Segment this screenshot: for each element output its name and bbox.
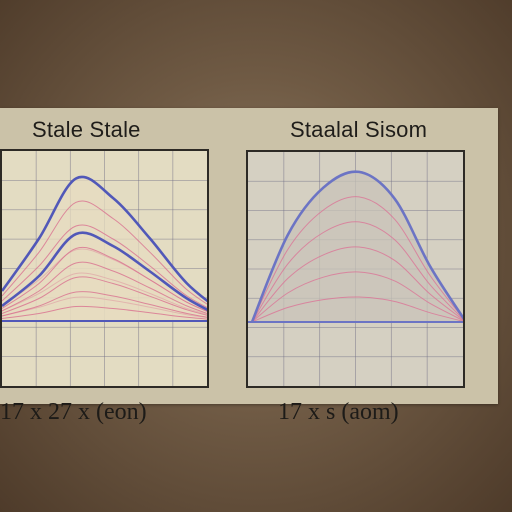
- chart-2-panel: [246, 150, 465, 388]
- series-outline: [250, 170, 463, 323]
- chart-2-caption: 17 x s (aom): [278, 399, 399, 425]
- series-contour-line: [251, 271, 463, 323]
- series-contour-line: [251, 246, 463, 323]
- chart-1-panel: [0, 149, 209, 388]
- chart-1-caption: 17 x 27 x (eon): [0, 399, 147, 425]
- series-contour-line: [2, 305, 207, 320]
- series-contour-line: [2, 224, 207, 309]
- series-contour-line: [2, 261, 207, 314]
- series-outline: [2, 175, 207, 303]
- series-outline: [2, 231, 207, 312]
- chart-2-plot: [248, 152, 463, 386]
- chart-1-plot: [2, 151, 207, 386]
- series-contour-line: [251, 196, 463, 323]
- chart-2-title: Staalal Sisom: [290, 117, 428, 142]
- series-contour-line: [251, 296, 463, 323]
- series-contour-line: [2, 276, 207, 316]
- chart-1-title: Stale Stale: [32, 117, 141, 142]
- series-contour-line: [251, 221, 463, 323]
- series-contour-line: [2, 200, 207, 305]
- series-area: [2, 232, 207, 321]
- series-contour-line: [2, 291, 207, 318]
- series-contour-line: [2, 247, 207, 312]
